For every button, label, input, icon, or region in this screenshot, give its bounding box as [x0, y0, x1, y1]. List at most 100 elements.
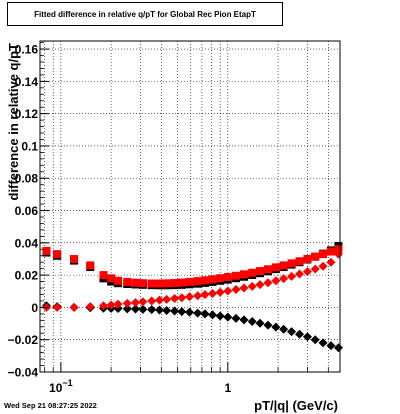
y-axis-label: difference in relative q/pT	[6, 43, 21, 201]
diamond-marker	[239, 283, 249, 293]
y-tick-label: −0.04	[8, 366, 39, 380]
square-marker	[223, 273, 232, 282]
diamond-marker	[302, 267, 312, 277]
diamond-marker	[170, 294, 180, 304]
diamond-marker	[122, 304, 132, 314]
diamond-marker	[255, 318, 265, 328]
grid-lines	[40, 41, 340, 373]
y-tick-label: 0.14	[15, 75, 39, 89]
y-tick-label: 0.1	[21, 139, 38, 153]
diamond-marker	[263, 278, 273, 288]
square-marker	[155, 279, 164, 288]
x-tick-label: 1	[224, 381, 231, 395]
diamond-marker	[185, 292, 195, 302]
diamond-marker	[162, 305, 172, 315]
square-marker	[279, 261, 288, 270]
footer-timestamp: Wed Sep 21 08:27:25 2022	[4, 401, 97, 410]
diamond-marker	[310, 335, 320, 345]
diamond-marker	[131, 298, 141, 308]
y-tick-label: 0.12	[15, 107, 39, 121]
tick-labels: −0.04 −0.02 0 0.02 0.04 0.06 0.08 0.1 0.12 0.14 0.…	[8, 43, 232, 395]
diamond-marker	[52, 302, 62, 312]
diamond-marker	[279, 324, 289, 334]
square-marker	[131, 278, 140, 287]
diamond-marker	[263, 320, 273, 330]
diamond-marker	[162, 294, 172, 304]
diamond-marker	[193, 308, 203, 318]
diamond-marker	[215, 311, 225, 321]
square-marker	[216, 274, 225, 283]
square-marker	[177, 278, 186, 287]
y-tick-label: −0.02	[8, 333, 39, 347]
diamond-marker	[193, 291, 203, 301]
diamond-marker	[122, 298, 132, 308]
diamond-marker	[247, 281, 257, 291]
diamond-marker	[177, 307, 187, 317]
chart-title: Fitted difference in relative q/pT for G…	[34, 9, 256, 19]
square-marker	[147, 279, 156, 288]
square-marker	[99, 271, 108, 280]
diamond-marker	[223, 286, 233, 296]
diamond-marker	[302, 332, 312, 342]
diamond-marker	[287, 271, 297, 281]
diamond-marker	[295, 329, 305, 339]
diamond-marker	[271, 276, 281, 286]
plot-frame	[39, 40, 341, 373]
diamond-marker	[247, 316, 257, 326]
diamond-marker	[155, 305, 165, 315]
square-marker	[208, 275, 217, 284]
diamond-marker	[170, 306, 180, 316]
diamond-marker	[239, 315, 249, 325]
square-marker	[53, 250, 62, 259]
y-tick-label: 0.06	[15, 204, 39, 218]
square-marker	[263, 265, 272, 274]
diamond-marker	[255, 280, 265, 290]
square-marker	[232, 271, 241, 280]
x-tick-label: 10−1	[49, 378, 73, 395]
diamond-marker	[295, 269, 305, 279]
diamond-marker	[318, 338, 328, 348]
square-marker	[162, 279, 171, 288]
y-tick-label: 0.16	[15, 43, 39, 57]
square-marker	[239, 270, 248, 279]
diamond-marker	[200, 290, 210, 300]
square-marker	[287, 259, 296, 268]
diamond-marker	[333, 249, 343, 259]
diamond-marker	[326, 341, 336, 351]
diamond-marker	[208, 289, 218, 299]
diamond-marker	[279, 274, 289, 284]
square-marker	[170, 279, 179, 288]
square-marker	[303, 254, 312, 263]
y-tick-label: 0.02	[15, 269, 39, 283]
diamond-marker	[147, 296, 157, 306]
diamond-marker	[138, 297, 148, 307]
square-marker	[200, 276, 209, 285]
diamond-marker	[138, 304, 148, 314]
square-marker	[123, 277, 132, 286]
square-marker	[295, 257, 304, 266]
square-marker	[248, 268, 257, 277]
square-marker	[326, 247, 335, 256]
diamond-marker	[131, 304, 141, 314]
diamond-marker	[113, 299, 123, 309]
diamond-marker	[155, 295, 165, 305]
diamond-marker	[231, 284, 241, 294]
diamond-marker	[310, 264, 320, 274]
diamond-marker	[147, 305, 157, 315]
square-marker	[138, 279, 147, 288]
diamond-marker	[69, 302, 79, 312]
diamond-marker	[223, 312, 233, 322]
square-marker	[334, 245, 343, 254]
diamond-marker	[208, 310, 218, 320]
square-marker	[107, 274, 116, 283]
square-marker	[114, 276, 123, 285]
diamond-marker	[85, 302, 95, 312]
diamond-marker	[177, 293, 187, 303]
diamond-marker	[200, 309, 210, 319]
square-marker	[42, 246, 51, 255]
y-tick-label: 0.08	[15, 172, 39, 186]
square-marker	[319, 250, 328, 259]
diamond-marker	[231, 313, 241, 323]
data-markers	[41, 242, 343, 353]
